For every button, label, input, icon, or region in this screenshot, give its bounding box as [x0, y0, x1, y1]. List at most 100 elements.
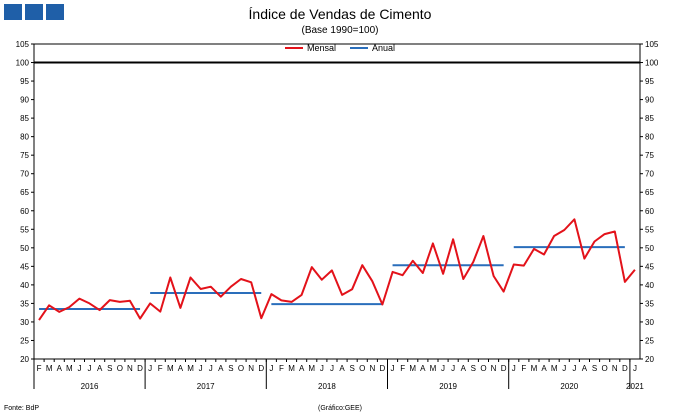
y-tick-label-right: 60 — [645, 207, 654, 216]
y-tick-label-right: 95 — [645, 77, 654, 86]
legend-label: Anual — [371, 43, 396, 53]
y-tick-label-right: 100 — [645, 59, 659, 68]
x-month-label: S — [228, 364, 233, 373]
chart-title: Índice de Vendas de Cimento — [248, 6, 432, 22]
y-tick-label-right: 80 — [645, 133, 654, 142]
x-month-label: J — [269, 364, 273, 373]
x-year-label: 2016 — [81, 382, 99, 391]
x-month-label: A — [339, 364, 345, 373]
x-year-label: 2017 — [197, 382, 215, 391]
x-month-label: D — [501, 364, 507, 373]
x-month-label: M — [288, 364, 295, 373]
y-tick-label-right: 85 — [645, 114, 654, 123]
x-month-label: D — [137, 364, 143, 373]
x-month-label: O — [359, 364, 365, 373]
x-month-label: A — [420, 364, 426, 373]
x-month-label: J — [320, 364, 324, 373]
logo-block — [25, 4, 43, 20]
y-tick-label-left: 35 — [20, 299, 29, 308]
x-month-label: A — [582, 364, 588, 373]
x-month-label: S — [107, 364, 112, 373]
chart-legend: Mensal Anual — [0, 43, 680, 53]
x-month-label: M — [531, 364, 538, 373]
y-tick-label-right: 75 — [645, 151, 654, 160]
x-month-label: N — [127, 364, 133, 373]
x-month-label: J — [562, 364, 566, 373]
y-tick-label-right: 35 — [645, 299, 654, 308]
brand-logo — [4, 4, 64, 20]
x-month-label: O — [602, 364, 608, 373]
x-month-label: M — [308, 364, 315, 373]
x-month-label: N — [248, 364, 254, 373]
x-year-label: 2018 — [318, 382, 336, 391]
x-month-label: D — [380, 364, 386, 373]
legend-swatch — [349, 47, 368, 49]
y-tick-label-right: 20 — [645, 355, 654, 364]
x-month-label: J — [88, 364, 92, 373]
y-tick-label-left: 40 — [20, 281, 29, 290]
x-month-label: A — [178, 364, 184, 373]
y-tick-label-right: 90 — [645, 96, 654, 105]
y-tick-label-right: 65 — [645, 188, 654, 197]
logo-block — [46, 4, 64, 20]
chart-subtitle: (Base 1990=100) — [301, 25, 379, 36]
x-month-label: N — [369, 364, 375, 373]
y-tick-label-right: 55 — [645, 225, 654, 234]
legend-item-anual: Anual — [349, 43, 396, 53]
y-tick-label-left: 85 — [20, 114, 29, 123]
x-year-label: 2019 — [439, 382, 457, 391]
x-month-label: A — [299, 364, 305, 373]
x-month-label: J — [441, 364, 445, 373]
credit-note: (Gráfico:GEE) — [318, 405, 362, 412]
y-tick-label-left: 105 — [16, 40, 30, 49]
x-month-label: D — [258, 364, 264, 373]
x-month-label: N — [491, 364, 497, 373]
x-month-label: F — [279, 364, 284, 373]
y-tick-label-right: 30 — [645, 318, 654, 327]
y-tick-label-left: 100 — [16, 59, 30, 68]
y-tick-label-left: 95 — [20, 77, 29, 86]
y-tick-label-left: 50 — [20, 244, 29, 253]
x-month-label: M — [167, 364, 174, 373]
x-month-label: A — [57, 364, 63, 373]
x-month-label: M — [551, 364, 558, 373]
x-month-label: F — [158, 364, 163, 373]
y-tick-label-left: 75 — [20, 151, 29, 160]
x-month-label: M — [409, 364, 416, 373]
y-tick-label-right: 105 — [645, 40, 659, 49]
y-tick-label-left: 20 — [20, 355, 29, 364]
x-month-label: S — [349, 364, 354, 373]
legend-item-mensal: Mensal — [284, 43, 336, 53]
y-tick-label-left: 25 — [20, 336, 29, 345]
y-tick-label-right: 70 — [645, 170, 654, 179]
x-month-label: F — [37, 364, 42, 373]
y-tick-label-right: 25 — [645, 336, 654, 345]
plot-frame — [33, 43, 641, 360]
x-month-label: A — [218, 364, 224, 373]
y-tick-label-left: 60 — [20, 207, 29, 216]
x-month-label: M — [46, 364, 53, 373]
x-month-label: A — [97, 364, 103, 373]
y-tick-label-right: 45 — [645, 262, 654, 271]
x-month-label: J — [512, 364, 516, 373]
x-month-label: F — [400, 364, 405, 373]
y-tick-label-left: 80 — [20, 133, 29, 142]
source-note: Fonte: BdP — [4, 405, 40, 412]
legend-label: Mensal — [306, 43, 336, 53]
x-month-label: A — [541, 364, 547, 373]
x-month-label: D — [622, 364, 628, 373]
y-tick-label-left: 55 — [20, 225, 29, 234]
x-month-label: J — [148, 364, 152, 373]
y-tick-label-left: 30 — [20, 318, 29, 327]
x-month-label: J — [77, 364, 81, 373]
x-month-label: J — [633, 364, 637, 373]
x-year-label: 2021 — [626, 382, 644, 391]
x-month-label: S — [592, 364, 597, 373]
x-month-label: M — [430, 364, 437, 373]
legend-swatch — [284, 47, 303, 49]
x-month-label: A — [461, 364, 467, 373]
y-tick-label-right: 50 — [645, 244, 654, 253]
x-month-label: J — [572, 364, 576, 373]
x-month-label: F — [521, 364, 526, 373]
